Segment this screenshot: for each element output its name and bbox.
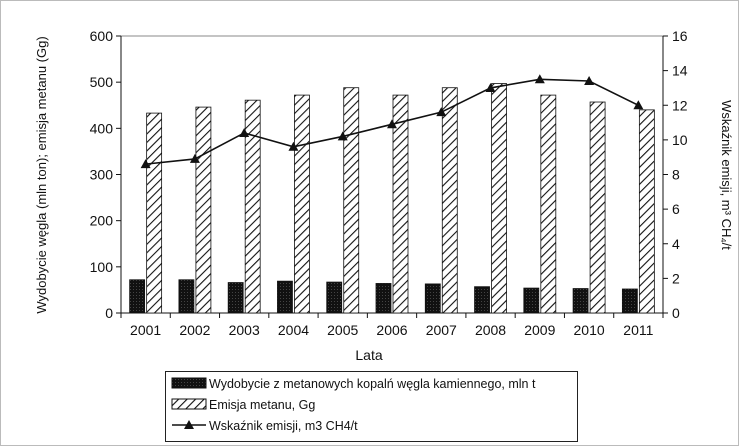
x-tick-label: 2001 [130, 322, 161, 338]
x-tick-label: 2010 [574, 322, 605, 338]
y-right-tick-label: 8 [672, 167, 680, 183]
x-tick-label: 2008 [475, 322, 506, 338]
y-right-tick-label: 14 [672, 63, 688, 79]
bar-emission [244, 99, 261, 314]
y-left-tick-label: 0 [105, 305, 113, 321]
y-left-tick-label: 500 [90, 74, 114, 90]
x-tick-label: 2002 [179, 322, 210, 338]
y-axis-right-label: Wskaźnik emisji, m³ CH₄/t [719, 100, 734, 250]
bar-emission [343, 87, 360, 314]
bar-production [572, 288, 589, 314]
bar-production [474, 286, 490, 314]
legend-label-production: Wydobycie z metanowych kopalń węgla kami… [209, 377, 536, 391]
point-emission-index [140, 159, 151, 169]
x-axis-label: Lata [355, 347, 382, 363]
y-left-tick-label: 400 [90, 120, 114, 136]
legend-swatch-production [171, 377, 207, 389]
x-tick-label: 2004 [278, 322, 309, 338]
point-emission-index [288, 141, 299, 151]
bar-emission [638, 109, 655, 314]
y-axis-left-label: Wydobycie węgla (mln ton); emisja metanu… [34, 36, 49, 313]
bar-production [621, 288, 638, 314]
bar-emission [195, 106, 212, 314]
x-tick-label: 2003 [229, 322, 260, 338]
x-tick-label: 2005 [327, 322, 358, 338]
bar-production [523, 287, 540, 314]
y-left-tick-label: 100 [90, 259, 114, 275]
y-right-tick-label: 0 [672, 305, 680, 321]
y-left-tick-label: 300 [90, 167, 114, 183]
point-emission-index [436, 107, 447, 117]
x-tick-label: 2011 [623, 322, 653, 338]
legend-label-index: Wskaźnik emisji, m3 CH4/t [209, 419, 358, 433]
point-emission-index [485, 82, 496, 92]
bar-production [375, 283, 392, 314]
axis-labels: Lata Wydobycie węgla (mln ton); emisja m… [34, 36, 734, 363]
bar-emission [294, 94, 310, 314]
y-right-tick-label: 6 [672, 201, 680, 217]
point-emission-index [633, 100, 644, 110]
emission-index-line [140, 74, 644, 169]
y-left-tick-label: 200 [90, 213, 114, 229]
axes: 0 100 200 300 400 500 600 0 2 4 6 8 10 12 14 16 2001 2002… [90, 28, 688, 338]
bar-emission [392, 94, 409, 314]
x-tick-label: 2007 [426, 322, 457, 338]
bar-emission [146, 112, 163, 314]
y-right-tick-label: 4 [672, 236, 680, 252]
bar-emission [441, 87, 458, 314]
bar-production [326, 281, 343, 314]
bar-emission [540, 94, 557, 314]
y-right-tick-label: 12 [672, 97, 688, 113]
y-right-tick-label: 2 [672, 270, 680, 286]
point-emission-index [584, 76, 595, 86]
legend-swatch-emission [171, 398, 207, 410]
bar-production [129, 279, 146, 314]
x-tick-label: 2009 [524, 322, 555, 338]
x-tick-label: 2006 [376, 322, 407, 338]
point-emission-index [534, 74, 545, 84]
legend-marker-index [184, 420, 194, 429]
bar-production [178, 279, 195, 314]
bar-emission [491, 83, 507, 314]
legend: Wydobycie z metanowych kopalń węgla kami… [165, 371, 578, 442]
y-left-tick-label: 600 [90, 28, 114, 44]
point-emission-index [189, 153, 200, 163]
bar-production [277, 280, 293, 314]
bar-production [227, 282, 244, 314]
bar-production [424, 283, 441, 314]
bars [129, 83, 655, 314]
legend-label-emission: Emisja metanu, Gg [209, 398, 315, 412]
point-emission-index [387, 119, 397, 129]
y-right-tick-label: 10 [672, 132, 688, 148]
bar-emission [589, 101, 606, 314]
point-emission-index [239, 127, 250, 137]
legend-box [165, 371, 578, 442]
y-right-tick-label: 16 [672, 28, 688, 44]
point-emission-index [337, 131, 348, 141]
